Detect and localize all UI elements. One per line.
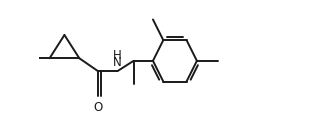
Text: N: N — [113, 56, 122, 69]
Text: O: O — [93, 101, 103, 114]
Text: H: H — [113, 49, 122, 62]
